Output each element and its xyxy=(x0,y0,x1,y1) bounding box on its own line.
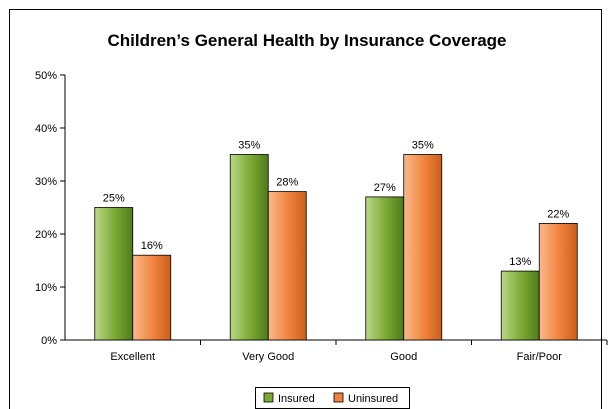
y-tick-label: 0% xyxy=(41,335,57,347)
data-label-insured: 35% xyxy=(238,140,260,152)
legend-label-insured: Insured xyxy=(278,393,315,405)
y-tick-label: 30% xyxy=(35,176,57,188)
bar-uninsured xyxy=(538,222,578,341)
y-tick-label: 10% xyxy=(35,282,57,294)
legend: Insured Uninsured xyxy=(255,387,410,409)
bar-uninsured xyxy=(132,254,172,341)
bars xyxy=(94,154,578,341)
y-tick-label: 20% xyxy=(35,229,57,241)
data-label-uninsured: 28% xyxy=(276,177,298,189)
data-label-insured: 25% xyxy=(103,193,125,205)
bar-insured xyxy=(229,154,269,341)
legend-label-uninsured: Uninsured xyxy=(348,393,398,405)
y-tick-label: 40% xyxy=(35,123,57,135)
data-label-uninsured: 22% xyxy=(547,208,569,220)
bar-insured xyxy=(94,207,134,341)
x-tick-label: Fair/Poor xyxy=(517,351,563,363)
legend-swatch-insured xyxy=(263,392,274,403)
data-label-insured: 27% xyxy=(374,182,396,194)
bar-insured xyxy=(500,270,540,341)
data-label-insured: 13% xyxy=(509,256,531,268)
bar-uninsured xyxy=(267,191,307,341)
x-tick-label: Good xyxy=(390,351,417,363)
x-tick-label: Very Good xyxy=(242,351,294,363)
x-tick-label: Excellent xyxy=(110,351,155,363)
data-labels: 25% 16% 35% 28% 27% 35% 13% 22% xyxy=(103,140,570,269)
data-label-uninsured: 16% xyxy=(141,240,163,252)
legend-swatch-uninsured xyxy=(333,392,344,403)
data-label-uninsured: 35% xyxy=(412,140,434,152)
bar-uninsured xyxy=(403,154,443,341)
chart-title: Children’s General Health by Insurance C… xyxy=(107,31,506,50)
y-tick-label: 50% xyxy=(35,70,57,82)
bar-insured xyxy=(365,196,405,341)
